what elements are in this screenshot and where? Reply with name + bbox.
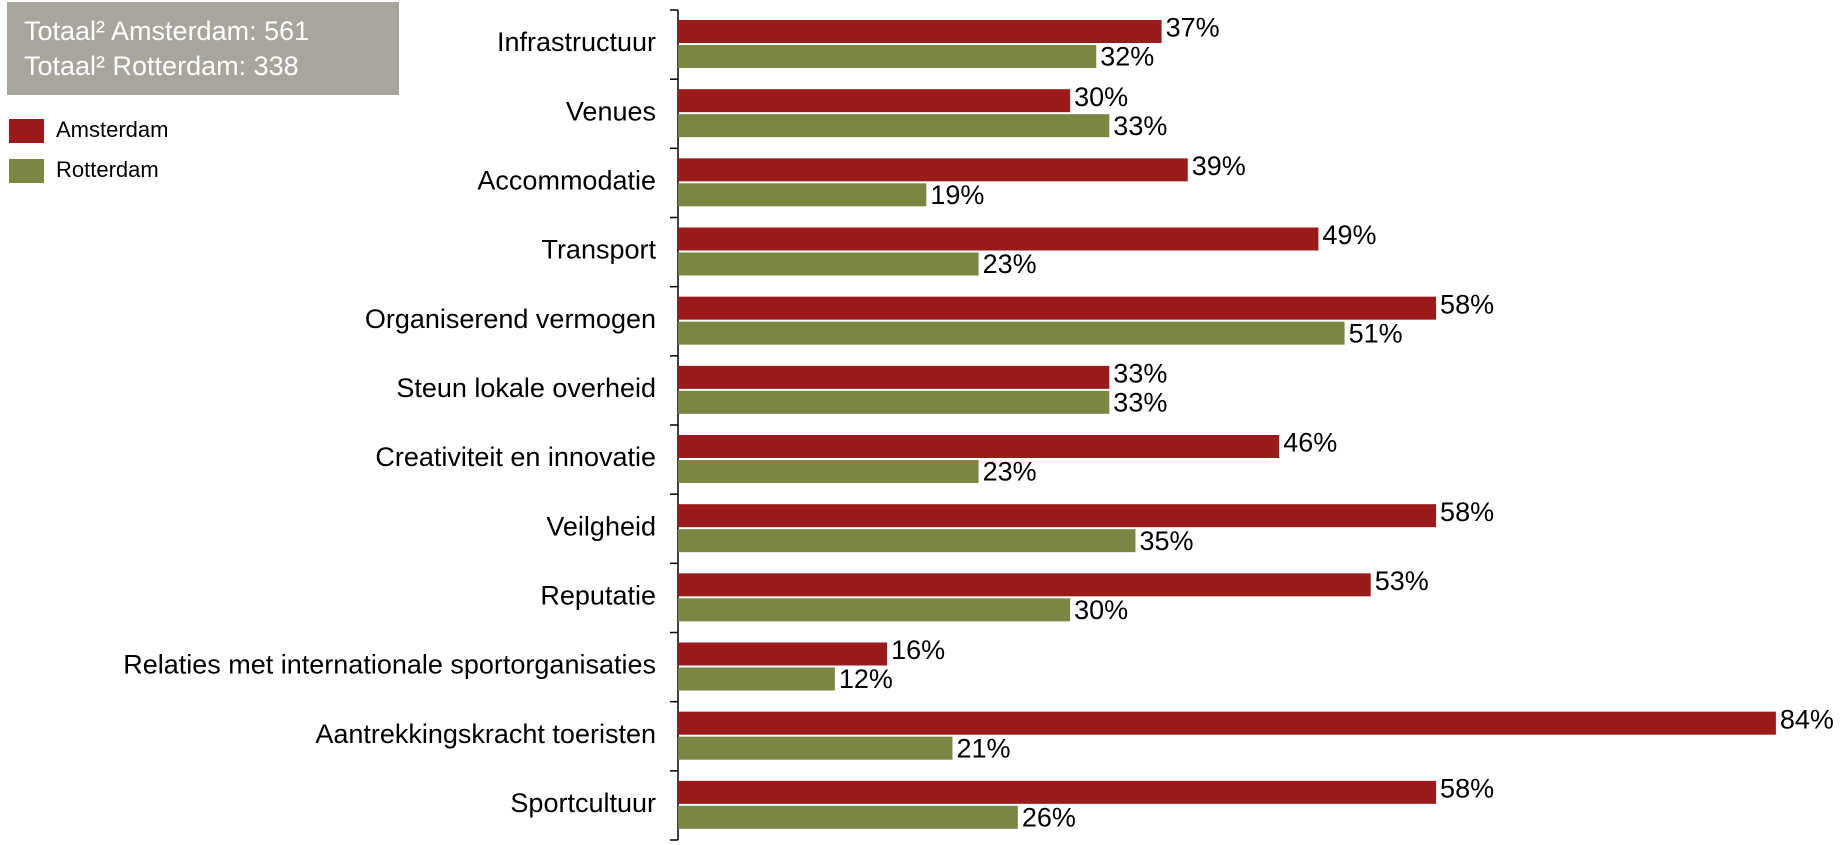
value-label: 58%	[1440, 289, 1494, 319]
bar	[678, 736, 953, 760]
value-label: 33%	[1113, 387, 1167, 417]
bar	[678, 20, 1162, 43]
bar	[678, 805, 1018, 829]
value-label: 39%	[1192, 151, 1246, 181]
totals-box	[7, 2, 399, 95]
bar	[678, 365, 1110, 389]
bar	[678, 529, 1136, 553]
annotation: Totaal² Rotterdam: 338	[24, 51, 299, 81]
category-label: Venues	[566, 96, 656, 126]
category-label: Sportcultuur	[510, 788, 656, 818]
value-label: 26%	[1022, 802, 1076, 832]
value-label: 32%	[1100, 42, 1154, 72]
bar	[678, 45, 1097, 68]
value-label: 35%	[1139, 526, 1193, 556]
value-label: 21%	[956, 733, 1010, 763]
category-label: Organiserend vermogen	[365, 304, 656, 334]
value-label: 58%	[1440, 497, 1494, 527]
category-label: Accommodatie	[477, 165, 656, 195]
value-label: 46%	[1283, 428, 1337, 458]
bar	[678, 460, 979, 483]
category-label: Aantrekkingskracht toeristen	[315, 719, 656, 749]
bar	[678, 89, 1071, 113]
category-label: Transport	[541, 235, 656, 265]
category-label: Reputatie	[540, 580, 656, 610]
value-label: 51%	[1349, 318, 1403, 348]
legend-label: Rotterdam	[56, 157, 159, 182]
bar	[678, 321, 1345, 345]
bar	[678, 252, 979, 276]
bar	[678, 780, 1437, 804]
value-label: 58%	[1440, 773, 1494, 803]
value-label: 23%	[983, 249, 1037, 279]
value-label: 53%	[1375, 566, 1429, 596]
value-label: 30%	[1074, 595, 1128, 625]
bar	[678, 114, 1110, 138]
value-label: 33%	[1113, 111, 1167, 141]
legend-label: Amsterdam	[56, 117, 168, 142]
bar	[678, 390, 1110, 414]
value-label: 16%	[891, 635, 945, 665]
value-label: 84%	[1780, 704, 1834, 734]
bar	[678, 158, 1188, 182]
value-label: 23%	[983, 457, 1037, 487]
value-label: 12%	[839, 664, 893, 694]
annotation: Totaal² Amsterdam: 561	[24, 16, 309, 46]
value-label: 19%	[930, 180, 984, 210]
value-label: 49%	[1322, 220, 1376, 250]
category-label: Creativiteit en innovatie	[375, 442, 656, 472]
bar	[678, 711, 1776, 735]
category-label: Relaties met internationale sportorganis…	[123, 650, 656, 680]
legend-swatch	[9, 159, 44, 183]
value-label: 37%	[1166, 13, 1220, 43]
bar	[678, 296, 1437, 320]
bar	[678, 227, 1319, 251]
bar	[678, 642, 888, 666]
bar	[678, 573, 1371, 597]
value-label: 30%	[1074, 82, 1128, 112]
bar	[678, 504, 1437, 528]
legend-swatch	[9, 119, 44, 143]
bar	[678, 667, 835, 691]
value-label: 33%	[1113, 358, 1167, 388]
category-label: Veilgheid	[546, 511, 656, 541]
bar	[678, 598, 1071, 622]
bar	[678, 435, 1280, 458]
bar	[678, 183, 927, 207]
category-label: Infrastructuur	[497, 27, 656, 57]
category-label: Steun lokale overheid	[396, 373, 656, 403]
